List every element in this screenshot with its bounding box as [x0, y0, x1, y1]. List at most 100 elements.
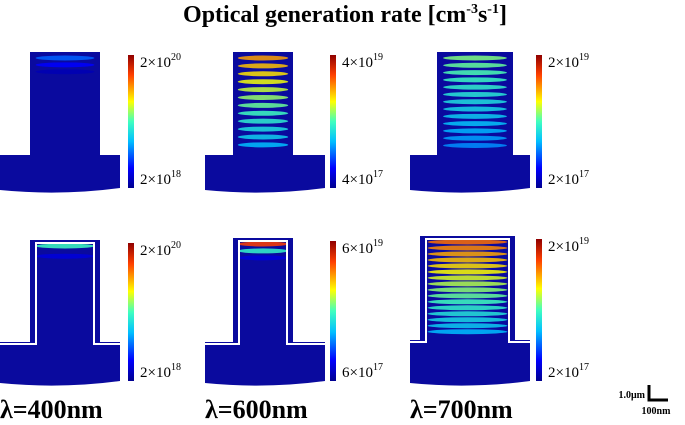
field-band	[237, 71, 289, 77]
label-base: 4×10	[342, 55, 373, 71]
colorbar-label: 6×1017	[342, 362, 383, 381]
field-band	[427, 305, 508, 311]
field-band	[237, 126, 289, 132]
substrate	[0, 342, 120, 386]
field-band	[427, 269, 508, 275]
field-band	[443, 106, 507, 112]
colorbar	[330, 241, 336, 381]
field-band	[443, 77, 507, 83]
label-base: 2×10	[548, 239, 579, 255]
colorbar	[536, 239, 542, 381]
field-band	[443, 113, 507, 119]
substrate	[410, 155, 530, 193]
colorbar-label: 2×1020	[140, 52, 181, 71]
scale-bar-lines	[647, 385, 668, 402]
field-band	[237, 142, 289, 148]
label-exp: 17	[373, 169, 383, 180]
label-exp: 19	[373, 52, 383, 63]
label-base: 2×10	[140, 365, 171, 381]
label-base: 2×10	[548, 55, 579, 71]
wavelength-label: λ=600nm	[205, 395, 308, 424]
label-exp: 17	[579, 169, 589, 180]
field-band	[443, 142, 507, 148]
field-band	[427, 317, 508, 323]
title: Optical generation rate [cm-3s-1]	[183, 2, 507, 28]
label-base: 2×10	[140, 55, 171, 71]
field-band	[427, 251, 508, 257]
field-band	[427, 287, 508, 293]
colorbar	[128, 243, 134, 381]
label-base: 4×10	[342, 172, 373, 188]
label-base: 6×10	[342, 365, 373, 381]
colorbar-label: 4×1017	[342, 169, 383, 188]
label-base: 2×10	[548, 172, 579, 188]
colorbar	[128, 55, 134, 188]
field-band	[427, 329, 508, 335]
colorbar-label: 2×1020	[140, 240, 181, 259]
colorbar	[536, 55, 542, 188]
wavelength-label: λ=400nm	[0, 395, 103, 424]
colorbar	[330, 55, 336, 188]
pillar	[233, 238, 293, 342]
label-exp: 18	[171, 362, 181, 373]
field-band	[35, 243, 95, 249]
field-band	[443, 99, 507, 105]
field-band	[237, 134, 289, 140]
scale-label: 100nm	[642, 406, 672, 417]
label-exp: 17	[579, 362, 589, 373]
field-band	[237, 118, 289, 124]
panels: 2×10202×10184×10194×10172×10192×10172×10…	[0, 52, 589, 386]
scale-bar: 1.0μm 100nm	[619, 385, 672, 417]
colorbar-label: 2×1019	[548, 236, 589, 255]
title-text: ]	[499, 2, 507, 28]
pillar	[30, 52, 100, 155]
wavelength-label: λ=700nm	[410, 395, 513, 424]
substrate	[205, 342, 325, 386]
scale-label: 1.0μm	[619, 390, 646, 401]
colorbar-label: 2×1018	[140, 362, 181, 381]
field-band	[237, 94, 289, 100]
field-band	[237, 63, 289, 69]
title-text: s	[478, 2, 487, 28]
field-band	[427, 239, 508, 245]
colorbar-label: 4×1019	[342, 52, 383, 71]
field-band	[427, 311, 508, 317]
label-base: 6×10	[342, 241, 373, 257]
label-exp: 17	[373, 362, 383, 373]
field-band	[35, 55, 95, 61]
field-band	[237, 102, 289, 108]
field-band	[35, 69, 95, 75]
field-band	[35, 253, 95, 259]
field-band	[443, 70, 507, 76]
field-band	[443, 84, 507, 90]
label-base: 2×10	[548, 365, 579, 381]
title-text: Optical generation rate [cm	[183, 2, 466, 28]
colorbar-label: 6×1019	[342, 238, 383, 257]
field-band	[427, 323, 508, 329]
field-band	[427, 245, 508, 251]
label-exp: 18	[171, 169, 181, 180]
field-band	[427, 293, 508, 299]
field-band	[237, 79, 289, 85]
shell-outline	[410, 238, 530, 343]
title-sup: -3	[466, 2, 478, 17]
shell-outline	[0, 242, 120, 345]
substrate	[205, 155, 325, 193]
field-band	[237, 110, 289, 116]
label-base: 2×10	[140, 172, 171, 188]
field-band	[237, 55, 289, 61]
field-band	[443, 135, 507, 141]
colorbar-label: 2×1017	[548, 362, 589, 381]
field-band	[427, 281, 508, 287]
colorbar-label: 2×1017	[548, 169, 589, 188]
field-band	[427, 257, 508, 263]
field-band	[443, 121, 507, 127]
label-exp: 20	[171, 240, 181, 251]
colorbar-label: 2×1018	[140, 169, 181, 188]
